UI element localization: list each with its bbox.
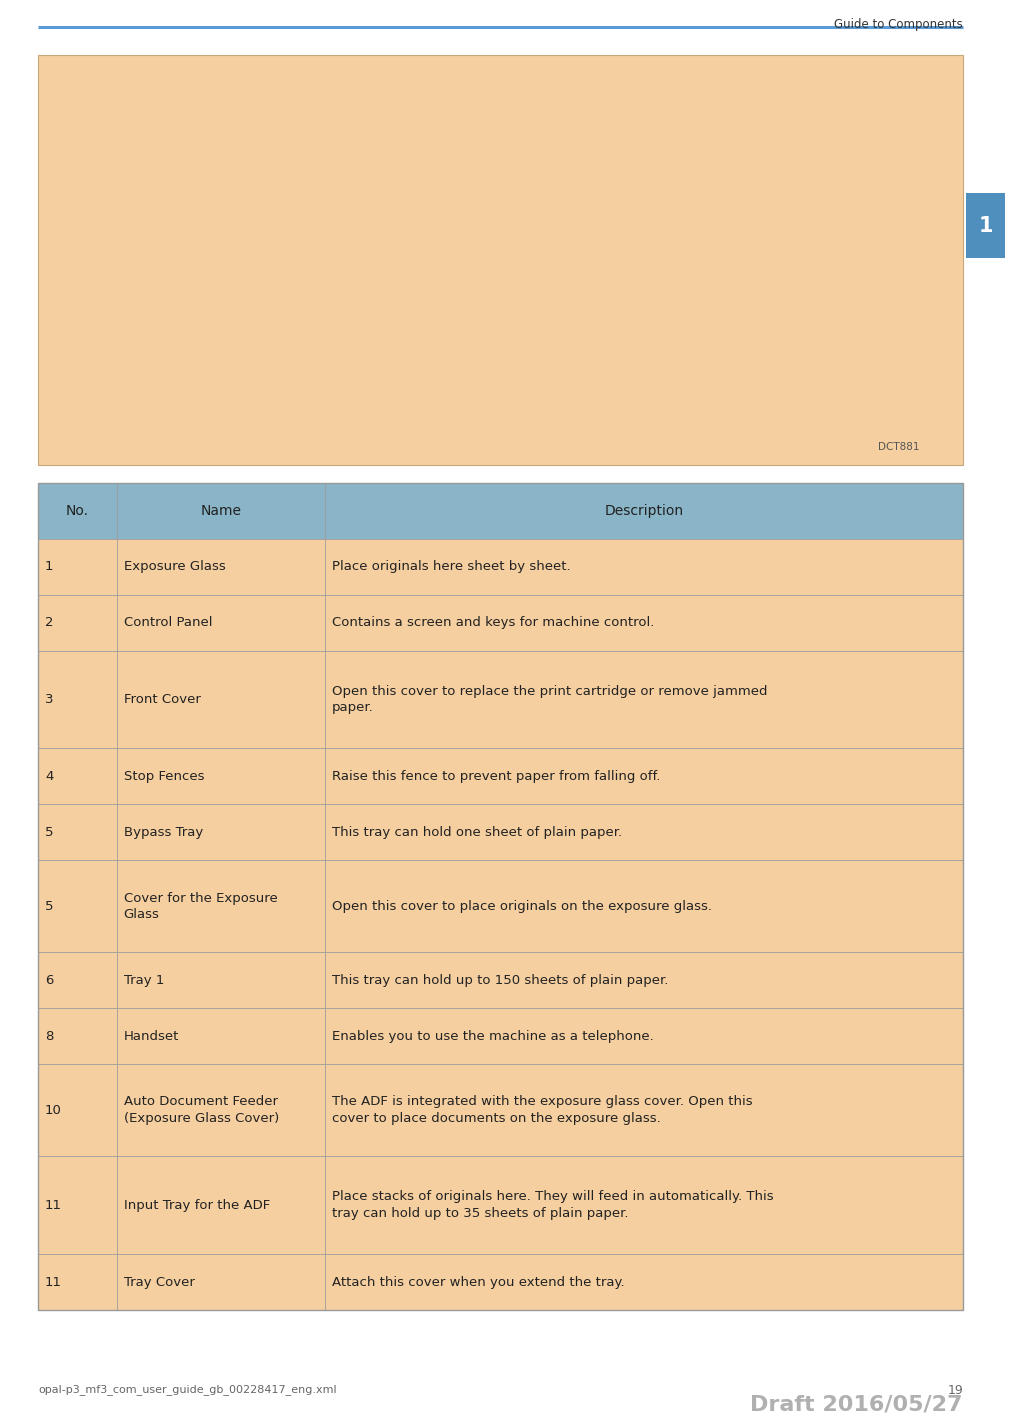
Bar bbox=[38, 483, 963, 1310]
Bar bbox=[38, 1157, 117, 1255]
Text: Description: Description bbox=[605, 504, 683, 517]
Text: 19: 19 bbox=[948, 1384, 963, 1397]
Text: DCT881: DCT881 bbox=[879, 442, 920, 452]
Bar bbox=[38, 55, 963, 465]
Text: This tray can hold one sheet of plain paper.: This tray can hold one sheet of plain pa… bbox=[332, 826, 622, 838]
Text: Open this cover to replace the print cartridge or remove jammed
paper.: Open this cover to replace the print car… bbox=[332, 685, 768, 715]
Text: 8: 8 bbox=[45, 1030, 53, 1043]
Text: 5: 5 bbox=[45, 899, 54, 912]
Bar bbox=[117, 1064, 325, 1157]
Bar bbox=[38, 483, 117, 539]
Text: 1: 1 bbox=[978, 216, 993, 236]
Text: Auto Document Feeder
(Exposure Glass Cover): Auto Document Feeder (Exposure Glass Cov… bbox=[123, 1096, 279, 1125]
Bar bbox=[117, 595, 325, 651]
Bar bbox=[117, 1157, 325, 1255]
Text: Name: Name bbox=[201, 504, 241, 517]
Text: 11: 11 bbox=[45, 1199, 62, 1212]
Text: Raise this fence to prevent paper from falling off.: Raise this fence to prevent paper from f… bbox=[332, 770, 660, 783]
Bar bbox=[325, 483, 963, 539]
Bar bbox=[38, 860, 117, 952]
Text: Place stacks of originals here. They will feed in automatically. This
tray can h: Place stacks of originals here. They wil… bbox=[332, 1191, 774, 1221]
Bar bbox=[38, 749, 117, 804]
Text: 2: 2 bbox=[45, 617, 54, 630]
Text: Cover for the Exposure
Glass: Cover for the Exposure Glass bbox=[123, 891, 277, 921]
Bar bbox=[325, 1064, 963, 1157]
Text: Handset: Handset bbox=[123, 1030, 179, 1043]
Bar bbox=[325, 749, 963, 804]
Text: 5: 5 bbox=[45, 826, 54, 838]
Text: Open this cover to place originals on the exposure glass.: Open this cover to place originals on th… bbox=[332, 899, 712, 912]
Bar bbox=[117, 952, 325, 1009]
Text: No.: No. bbox=[66, 504, 89, 517]
Bar bbox=[117, 1009, 325, 1064]
Bar bbox=[117, 860, 325, 952]
Bar bbox=[325, 651, 963, 749]
Bar bbox=[325, 952, 963, 1009]
Text: Guide to Components: Guide to Components bbox=[834, 18, 963, 31]
Bar bbox=[117, 539, 325, 595]
Text: Place originals here sheet by sheet.: Place originals here sheet by sheet. bbox=[332, 560, 570, 573]
Text: 4: 4 bbox=[45, 770, 53, 783]
Text: The ADF is integrated with the exposure glass cover. Open this
cover to place do: The ADF is integrated with the exposure … bbox=[332, 1096, 752, 1125]
Bar bbox=[325, 1157, 963, 1255]
Bar bbox=[325, 539, 963, 595]
Bar bbox=[117, 1255, 325, 1310]
Text: Tray Cover: Tray Cover bbox=[123, 1276, 194, 1289]
Text: 3: 3 bbox=[45, 693, 54, 706]
Text: 6: 6 bbox=[45, 973, 53, 986]
Bar bbox=[38, 1064, 117, 1157]
Bar bbox=[325, 860, 963, 952]
Text: Tray 1: Tray 1 bbox=[123, 973, 164, 986]
Bar bbox=[325, 1255, 963, 1310]
Text: Contains a screen and keys for machine control.: Contains a screen and keys for machine c… bbox=[332, 617, 655, 630]
Text: Enables you to use the machine as a telephone.: Enables you to use the machine as a tele… bbox=[332, 1030, 654, 1043]
Bar bbox=[325, 804, 963, 860]
Text: opal-p3_mf3_com_user_guide_gb_00228417_eng.xml: opal-p3_mf3_com_user_guide_gb_00228417_e… bbox=[38, 1384, 337, 1395]
Text: Draft 2016/05/27: Draft 2016/05/27 bbox=[750, 1395, 963, 1415]
Bar bbox=[38, 1255, 117, 1310]
Bar bbox=[38, 595, 117, 651]
Text: 10: 10 bbox=[45, 1104, 62, 1117]
Text: 1: 1 bbox=[45, 560, 54, 573]
Bar bbox=[325, 595, 963, 651]
Bar bbox=[117, 651, 325, 749]
Bar bbox=[38, 952, 117, 1009]
Text: 11: 11 bbox=[45, 1276, 62, 1289]
Text: Attach this cover when you extend the tray.: Attach this cover when you extend the tr… bbox=[332, 1276, 624, 1289]
Bar bbox=[325, 1009, 963, 1064]
Bar bbox=[38, 539, 117, 595]
Text: Stop Fences: Stop Fences bbox=[123, 770, 205, 783]
Text: Input Tray for the ADF: Input Tray for the ADF bbox=[123, 1199, 270, 1212]
Bar bbox=[117, 483, 325, 539]
Text: Front Cover: Front Cover bbox=[123, 693, 201, 706]
Bar bbox=[117, 749, 325, 804]
Bar bbox=[117, 804, 325, 860]
Bar bbox=[38, 804, 117, 860]
Bar bbox=[966, 193, 1005, 259]
Bar bbox=[38, 1009, 117, 1064]
Text: This tray can hold up to 150 sheets of plain paper.: This tray can hold up to 150 sheets of p… bbox=[332, 973, 668, 986]
Text: Bypass Tray: Bypass Tray bbox=[123, 826, 203, 838]
Text: Exposure Glass: Exposure Glass bbox=[123, 560, 225, 573]
Text: Control Panel: Control Panel bbox=[123, 617, 212, 630]
Bar bbox=[38, 651, 117, 749]
